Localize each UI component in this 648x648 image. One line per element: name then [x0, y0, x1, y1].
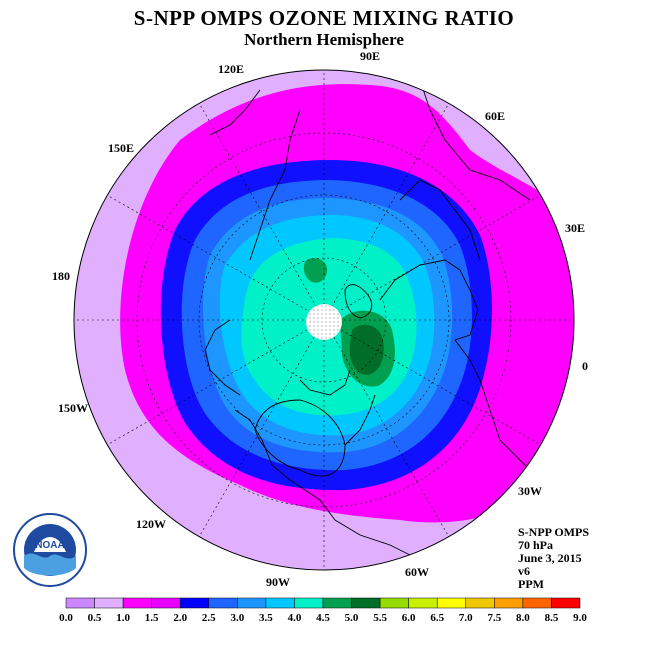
- coastlines: [204, 79, 541, 561]
- lon-label-60w: 60W: [405, 565, 429, 579]
- noaa-logo-text: NOAA: [35, 540, 64, 551]
- band-darkgreen-core: [349, 324, 384, 375]
- lon-label-90w: 90W: [266, 575, 290, 589]
- lon-label-180: 180: [52, 269, 70, 283]
- map-title: S-NPP OMPS OZONE MIXING RATIO: [133, 6, 515, 30]
- polar-missing-data: [306, 304, 342, 340]
- noaa-logo: NOAA: [13, 513, 87, 587]
- lon-label-30w: 30W: [518, 484, 542, 498]
- meridian-lines: [74, 70, 574, 570]
- lon-label-150e: 150E: [108, 141, 134, 155]
- longitude-labels: 90E 60E 30E 0 30W 60W 90W 120W 150W 180 …: [52, 49, 588, 589]
- info-version: v6: [518, 564, 530, 578]
- lon-label-150w: 150W: [58, 401, 88, 415]
- info-date: June 3, 2015: [518, 551, 582, 565]
- info-instrument: S-NPP OMPS: [518, 525, 589, 539]
- info-level: 70 hPa: [518, 538, 554, 552]
- lon-label-120e: 120E: [218, 62, 244, 76]
- lon-label-60e: 60E: [485, 109, 505, 123]
- lon-label-0: 0: [582, 359, 588, 373]
- map-border: [73, 69, 575, 571]
- info-units: PPM: [518, 577, 544, 591]
- lon-label-120w: 120W: [136, 517, 166, 531]
- band-green-small: [303, 258, 328, 283]
- info-block: S-NPP OMPS 70 hPa June 3, 2015 v6 PPM: [518, 526, 589, 591]
- lon-label-30e: 30E: [565, 221, 585, 235]
- map-subtitle: Northern Hemisphere: [244, 30, 404, 49]
- lon-label-90e: 90E: [360, 49, 380, 63]
